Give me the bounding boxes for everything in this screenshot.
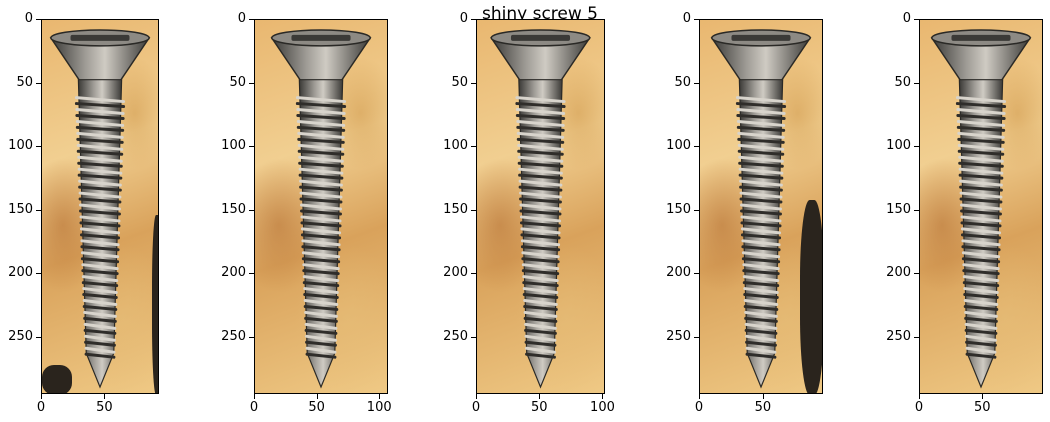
- x-tick: [104, 394, 106, 399]
- y-tick: [694, 273, 699, 275]
- y-tick-label: 50: [16, 74, 33, 90]
- y-tick-label: 0: [24, 11, 33, 26]
- y-tick: [914, 82, 919, 84]
- y-tick-label: 0: [682, 11, 691, 26]
- y-tick-label: 0: [459, 11, 468, 26]
- y-tick-label: 100: [886, 138, 911, 154]
- y-tick: [36, 273, 41, 275]
- y-tick: [694, 336, 699, 338]
- image-frame: [254, 19, 388, 394]
- x-tick: [919, 394, 920, 399]
- y-tick: [914, 336, 919, 338]
- x-tick: [982, 394, 984, 399]
- y-tick: [249, 273, 254, 275]
- image-frame: [699, 19, 823, 394]
- x-tick: [254, 394, 255, 399]
- y-tick-label: 250: [221, 328, 246, 344]
- y-tick-label: 50: [894, 74, 911, 90]
- y-tick: [249, 209, 254, 211]
- y-tick-label: 50: [451, 74, 468, 90]
- y-tick: [36, 209, 41, 211]
- x-tick-label: 50: [96, 400, 113, 415]
- y-tick-label: 200: [221, 265, 246, 281]
- y-tick-label: 150: [666, 201, 691, 217]
- x-tick-label: 50: [308, 400, 325, 415]
- y-tick-label: 250: [666, 328, 691, 344]
- x-tick-label: 50: [754, 400, 772, 415]
- x-tick: [699, 394, 700, 399]
- x-tick: [379, 394, 381, 399]
- y-tick: [471, 273, 476, 275]
- y-tick-label: 150: [443, 201, 468, 217]
- dark-object: [42, 365, 72, 393]
- y-tick: [36, 19, 41, 20]
- x-tick-label: 0: [249, 400, 259, 415]
- x-tick-label: 100: [590, 400, 615, 415]
- y-tick: [914, 19, 919, 20]
- image-frame: [476, 19, 605, 394]
- y-tick: [914, 146, 919, 148]
- x-tick-label: 0: [914, 400, 924, 415]
- dark-object: [152, 215, 158, 393]
- x-tick-label: 50: [973, 400, 991, 415]
- y-tick-label: 200: [666, 265, 691, 281]
- y-tick: [694, 209, 699, 211]
- y-tick-label: 200: [443, 265, 468, 281]
- y-tick-label: 50: [229, 74, 246, 90]
- y-tick: [694, 146, 699, 148]
- y-tick: [249, 336, 254, 338]
- y-tick: [249, 19, 254, 20]
- x-tick: [602, 394, 604, 399]
- x-tick-label: 100: [366, 400, 392, 415]
- x-tick: [762, 394, 764, 399]
- screw-image: [270, 29, 372, 389]
- y-tick: [471, 336, 476, 338]
- y-tick-label: 150: [886, 201, 911, 217]
- dark-object: [800, 200, 822, 393]
- y-tick: [694, 82, 699, 84]
- y-tick-label: 100: [443, 138, 468, 154]
- y-tick: [914, 209, 919, 211]
- x-tick: [41, 394, 42, 399]
- y-tick: [914, 273, 919, 275]
- y-tick-label: 50: [674, 74, 691, 90]
- y-tick-label: 100: [666, 138, 691, 154]
- y-tick-label: 200: [886, 265, 911, 281]
- image-frame: [919, 19, 1043, 394]
- x-tick-label: 0: [471, 400, 481, 415]
- y-tick-label: 0: [237, 11, 246, 26]
- y-tick-label: 250: [443, 328, 468, 344]
- y-tick: [471, 19, 476, 20]
- image-frame: [41, 19, 159, 394]
- y-tick: [36, 146, 41, 148]
- y-tick: [36, 336, 41, 338]
- x-tick: [476, 394, 477, 399]
- y-tick-label: 100: [8, 138, 33, 154]
- x-tick-label: 50: [530, 400, 548, 415]
- x-tick: [316, 394, 318, 399]
- y-tick-label: 0: [902, 11, 911, 26]
- y-tick-label: 200: [8, 265, 33, 281]
- y-tick: [694, 19, 699, 20]
- screw-image: [490, 29, 591, 389]
- y-tick-label: 250: [886, 328, 911, 344]
- y-tick-label: 150: [8, 201, 33, 217]
- screw-image: [930, 29, 1032, 389]
- screw-image: [710, 29, 812, 389]
- y-tick-label: 150: [221, 201, 246, 217]
- x-tick-label: 0: [36, 400, 46, 415]
- x-tick: [539, 394, 541, 399]
- y-tick: [471, 209, 476, 211]
- y-tick: [471, 82, 476, 84]
- y-tick-label: 100: [221, 138, 246, 154]
- screw-image: [49, 29, 151, 389]
- y-tick: [249, 146, 254, 148]
- y-tick-label: 250: [8, 328, 33, 344]
- y-tick: [249, 82, 254, 84]
- x-tick-label: 0: [694, 400, 704, 415]
- y-tick: [36, 82, 41, 84]
- y-tick: [471, 146, 476, 148]
